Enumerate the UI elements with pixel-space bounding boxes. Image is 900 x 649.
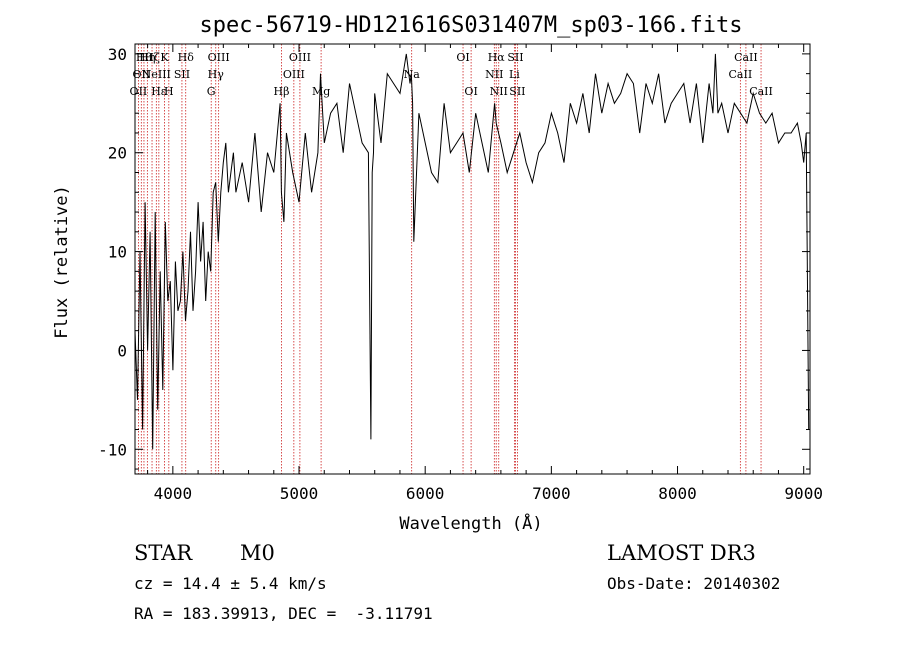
x-tick-label: 7000 [532, 484, 571, 503]
y-tick-label: 0 [117, 341, 127, 360]
line-label-CaII: CaII [749, 85, 773, 98]
line-label-Li: Li [509, 68, 520, 81]
x-tick-label: 8000 [658, 484, 697, 503]
y-tick-label: 10 [108, 243, 127, 262]
line-label-OI: OI [464, 85, 477, 98]
line-label-NeIII: NeIII [142, 68, 171, 81]
line-label-Hδ: Hδ [178, 51, 195, 64]
emission-line-labels: OIIOIIHθHηHζNeIIIHεKHSIIHδGHγOIIIHβOIIIO… [130, 51, 773, 98]
spectrum-line [134, 53, 810, 450]
line-label-SII: SII [174, 68, 190, 81]
line-label-K: K [160, 51, 169, 64]
line-label-Hβ: Hβ [274, 85, 290, 98]
x-tick-label: 9000 [784, 484, 823, 503]
spectrum-chart: spec-56719-HD121616S031407M_sp03-166.fit… [52, 13, 823, 534]
line-label-Hη: Hη [139, 51, 155, 64]
emission-line-markers [138, 44, 762, 474]
x-tick-label: 4000 [154, 484, 193, 503]
object-class: STAR [134, 541, 193, 565]
x-tick-label: 6000 [406, 484, 445, 503]
line-label-Na: Na [404, 68, 421, 81]
line-label-H: H [164, 85, 174, 98]
line-label-Hγ: Hγ [208, 68, 225, 81]
line-label-G: G [207, 85, 216, 98]
line-label-OII: OII [132, 68, 150, 81]
observation-date: Obs-Date: 20140302 [607, 574, 781, 593]
chart-title: spec-56719-HD121616S031407M_sp03-166.fit… [199, 13, 742, 38]
line-label-OIII: OIII [289, 51, 311, 64]
line-label-NII: NII [490, 85, 508, 98]
line-label-OIII: OIII [283, 68, 305, 81]
y-axis-label: Flux (relative) [52, 185, 72, 339]
y-tick-label: 30 [108, 45, 127, 64]
line-label-NII: NII [485, 68, 503, 81]
line-label-Hε: Hε [151, 85, 167, 98]
line-label-Hζ: Hζ [144, 51, 160, 64]
line-label-SII: SII [509, 85, 525, 98]
y-tick-label: 20 [108, 144, 127, 163]
line-label-CaII: CaII [729, 68, 753, 81]
line-label-OIII: OIII [208, 51, 230, 64]
y-tick-label: -10 [98, 440, 127, 459]
redshift-cz: cz = 14.4 ± 5.4 km/s [134, 574, 327, 593]
line-label-CaII: CaII [734, 51, 758, 64]
survey-name: LAMOST DR3 [607, 541, 756, 565]
line-label-OII: OII [130, 85, 148, 98]
x-tick-label: 5000 [280, 484, 319, 503]
plot-frame [134, 43, 811, 475]
ra-dec: RA = 183.39913, DEC = -3.11791 [134, 604, 433, 623]
line-label-SII: SII [507, 51, 523, 64]
x-axis-ticks: 4000 5000 6000 7000 8000 9000 [147, 44, 823, 503]
y-axis-ticks: -10 0 10 20 30 [98, 45, 810, 470]
x-axis-label: Wavelength (Å) [399, 512, 542, 534]
line-label-OI: OI [456, 51, 469, 64]
object-subclass: M0 [240, 541, 275, 565]
line-label-Hα: Hα [488, 51, 506, 64]
